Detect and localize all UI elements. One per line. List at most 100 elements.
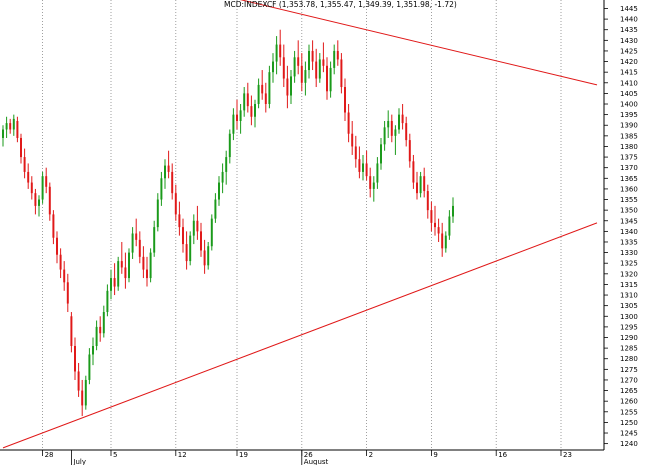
trendlines — [2, 0, 598, 449]
candle-40 — [146, 256, 148, 287]
candle-25 — [92, 337, 94, 366]
candle-115 — [416, 171, 418, 200]
y-tick-label-29: 1385 — [620, 132, 638, 140]
x-tick-label-8: 23 — [563, 451, 572, 459]
y-tick-label-14: 1310 — [620, 292, 638, 300]
candle-122 — [441, 222, 444, 257]
y-tick-label-33: 1405 — [620, 90, 638, 98]
candle-91 — [329, 61, 332, 98]
candle-116 — [419, 171, 422, 198]
candle-80 — [290, 70, 292, 105]
candle-83 — [300, 53, 303, 92]
candle-49 — [178, 201, 181, 236]
candle-58 — [210, 214, 213, 251]
y-tick-label-5: 1265 — [620, 387, 638, 395]
candle-87 — [315, 48, 318, 88]
month-label-0: July — [72, 458, 86, 465]
candle-46 — [167, 150, 170, 179]
candle-47 — [171, 163, 174, 200]
candle-60 — [218, 176, 220, 206]
candle-118 — [426, 184, 429, 219]
y-tick-label-8: 1280 — [620, 355, 638, 363]
y-tick-label-16: 1320 — [620, 270, 638, 278]
candle-1 — [5, 116, 8, 138]
candle-79 — [286, 65, 289, 109]
candle-29 — [106, 284, 109, 317]
y-tick-label-1: 1245 — [620, 430, 638, 438]
y-tick-label-38: 1430 — [620, 37, 638, 45]
candle-19 — [70, 312, 73, 353]
candle-27 — [99, 316, 102, 342]
candle-57 — [207, 241, 210, 270]
y-tick-label-27: 1375 — [620, 154, 638, 162]
candle-113 — [408, 133, 411, 168]
candle-92 — [333, 44, 336, 75]
candle-105 — [380, 137, 382, 170]
y-tick-label-37: 1425 — [620, 47, 638, 55]
candle-63 — [228, 129, 231, 164]
candle-53 — [192, 214, 195, 245]
candle-90 — [326, 57, 328, 100]
candle-0 — [2, 125, 4, 147]
y-tick-label-2: 1250 — [620, 419, 638, 427]
candle-66 — [239, 104, 242, 134]
y-tick-label-36: 1420 — [620, 58, 638, 66]
chart-title: MCD:INDEXCF (1,353.78, 1,355.47, 1,349.3… — [224, 0, 457, 9]
y-tick-label-20: 1340 — [620, 228, 638, 236]
candle-70 — [254, 99, 256, 128]
candle-95 — [344, 78, 346, 121]
candle-30 — [110, 269, 112, 300]
candle-26 — [95, 320, 98, 351]
candle-112 — [405, 116, 408, 147]
candle-94 — [340, 53, 343, 94]
y-tick-label-3: 1255 — [620, 408, 638, 416]
y-tick-label-4: 1260 — [620, 398, 638, 406]
y-tick-label-9: 1285 — [620, 345, 638, 353]
candle-77 — [279, 29, 282, 66]
candle-109 — [394, 125, 397, 155]
candle-102 — [369, 167, 372, 198]
candle-64 — [232, 108, 235, 141]
x-tick-label-7: 16 — [498, 451, 507, 459]
y-tick-label-21: 1345 — [620, 217, 638, 225]
candle-61 — [221, 163, 224, 194]
y-tick-label-11: 1295 — [620, 323, 638, 331]
candle-48 — [174, 184, 177, 221]
candle-82 — [297, 40, 300, 75]
candle-119 — [430, 201, 433, 232]
candle-52 — [189, 231, 192, 266]
candle-104 — [376, 157, 379, 189]
y-tick-label-13: 1305 — [620, 302, 638, 310]
y-tick-label-40: 1440 — [620, 16, 638, 24]
candle-98 — [354, 135, 357, 168]
y-tick-label-23: 1355 — [620, 196, 638, 204]
candle-101 — [365, 150, 368, 181]
candle-88 — [318, 53, 321, 83]
y-tick-label-22: 1350 — [620, 207, 638, 215]
candle-81 — [293, 50, 296, 83]
candle-28 — [102, 305, 105, 338]
candle-42 — [153, 220, 156, 257]
candle-74 — [268, 65, 271, 109]
candle-22 — [81, 379, 84, 417]
candle-35 — [128, 248, 130, 283]
candle-125 — [452, 197, 454, 223]
candle-45 — [164, 159, 166, 189]
y-tick-label-26: 1370 — [620, 164, 638, 172]
candle-12 — [45, 167, 48, 194]
candle-86 — [311, 40, 314, 71]
candle-55 — [200, 222, 202, 257]
candle-93 — [336, 40, 339, 66]
candle-9 — [34, 188, 37, 215]
candle-96 — [347, 104, 350, 143]
candle-100 — [362, 154, 364, 181]
candle-75 — [272, 53, 274, 83]
trendline-0 — [2, 222, 598, 449]
candle-107 — [387, 110, 390, 138]
candlesticks — [2, 29, 454, 417]
candle-72 — [261, 70, 264, 100]
x-tick-label-1: 5 — [113, 451, 117, 459]
candle-120 — [434, 205, 436, 236]
candle-10 — [38, 195, 40, 217]
